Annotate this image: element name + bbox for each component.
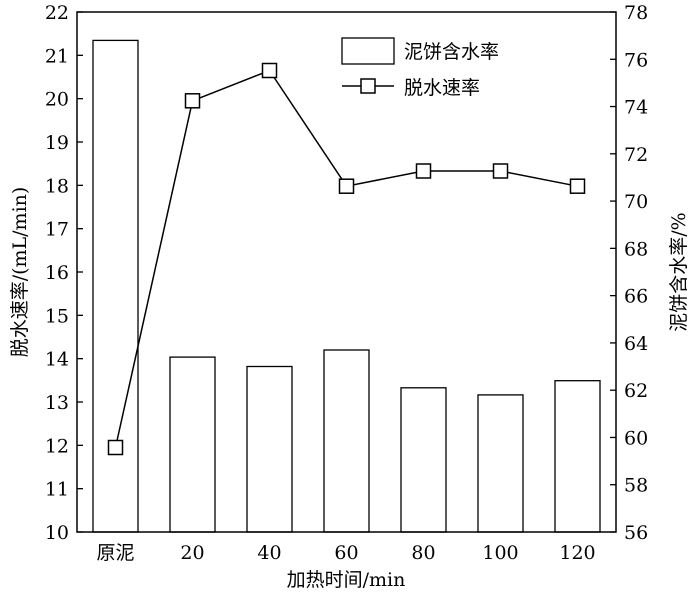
y-left-tick-label-9: 19 xyxy=(45,132,69,154)
y-left-tick-label-12: 22 xyxy=(45,2,69,24)
legend-bar-label: 泥饼含水率 xyxy=(404,41,499,63)
x-tick-label-4: 80 xyxy=(411,542,435,564)
ticks-layer: 10 11 12 13 14 15 16 17 18 19 20 21 22 56 58 60 62 64 66 68… xyxy=(45,2,648,564)
y-left-tick-label-2: 12 xyxy=(45,435,69,457)
x-axis-title: 加热时间/min xyxy=(287,569,406,591)
line-layer xyxy=(107,62,586,456)
y-left-tick-label-5: 15 xyxy=(45,305,69,327)
y-right-tick-label-11: 78 xyxy=(624,2,648,24)
rate-point-5 xyxy=(492,163,509,179)
y-right-tick-label-6: 68 xyxy=(624,238,648,260)
y-right-tick-label-1: 58 xyxy=(624,475,648,497)
y-left-tick-label-11: 21 xyxy=(45,45,69,67)
y-right-tick-label-10: 76 xyxy=(624,49,648,71)
legend: 泥饼含水率 脱水速率 xyxy=(341,37,499,99)
y-left-tick-label-3: 13 xyxy=(45,392,69,414)
bar-1 xyxy=(169,356,216,533)
legend-line-label: 脱水速率 xyxy=(404,77,480,99)
x-tick-label-5: 100 xyxy=(482,542,518,564)
rate-point-1 xyxy=(184,93,201,109)
bar-0 xyxy=(92,39,139,533)
rate-point-4 xyxy=(415,163,432,179)
rate-point-3 xyxy=(338,178,355,194)
y-right-tick-label-7: 70 xyxy=(624,191,648,213)
legend-line-marker xyxy=(360,78,376,94)
x-tick-label-6: 120 xyxy=(559,542,595,564)
bar-4 xyxy=(400,387,447,533)
y-left-tick-label-4: 14 xyxy=(45,349,69,371)
y-left-tick-label-6: 16 xyxy=(45,262,69,284)
y-left-tick-label-1: 11 xyxy=(45,479,69,501)
legend-bar-swatch xyxy=(341,37,395,65)
y-right-tick-label-0: 56 xyxy=(624,522,648,544)
y-left-tick-label-7: 17 xyxy=(45,219,69,241)
x-tick-label-1: 20 xyxy=(180,542,204,564)
y-right-tick-label-3: 62 xyxy=(624,380,648,402)
y-axis-right-title: 泥饼含水率/% xyxy=(668,212,690,331)
bar-2 xyxy=(246,365,293,533)
bar-3 xyxy=(323,349,370,533)
y-left-tick-label-10: 20 xyxy=(45,89,69,111)
y-right-tick-label-2: 60 xyxy=(624,427,648,449)
y-right-tick-label-4: 64 xyxy=(624,333,648,355)
y-right-tick-label-5: 66 xyxy=(624,286,648,308)
rate-point-2 xyxy=(261,62,278,79)
rate-point-0 xyxy=(107,439,124,456)
x-tick-label-2: 40 xyxy=(257,542,281,564)
x-tick-label-3: 60 xyxy=(334,542,358,564)
bars-layer xyxy=(92,39,601,533)
y-right-tick-label-9: 74 xyxy=(624,97,648,119)
y-left-tick-label-8: 18 xyxy=(45,175,69,197)
y-right-tick-label-8: 72 xyxy=(624,144,648,166)
y-axis-left-title: 脱水速率/(mL/min) xyxy=(9,187,31,358)
rate-point-6 xyxy=(569,178,586,194)
x-tick-label-0: 原泥 xyxy=(96,542,134,564)
bar-5 xyxy=(477,394,524,533)
y-left-tick-label-0: 10 xyxy=(45,522,69,544)
bar-6 xyxy=(554,380,601,533)
